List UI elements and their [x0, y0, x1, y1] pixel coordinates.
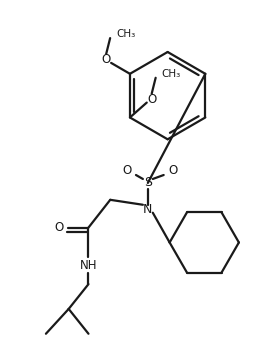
Text: CH₃: CH₃: [161, 69, 181, 79]
Text: O: O: [168, 164, 177, 177]
Text: NH: NH: [80, 259, 97, 272]
Text: S: S: [144, 176, 152, 189]
Text: O: O: [102, 54, 111, 67]
Text: O: O: [54, 221, 63, 234]
Text: CH₃: CH₃: [116, 29, 135, 39]
Text: O: O: [147, 93, 156, 106]
Text: O: O: [122, 164, 132, 177]
Text: N: N: [143, 203, 152, 216]
